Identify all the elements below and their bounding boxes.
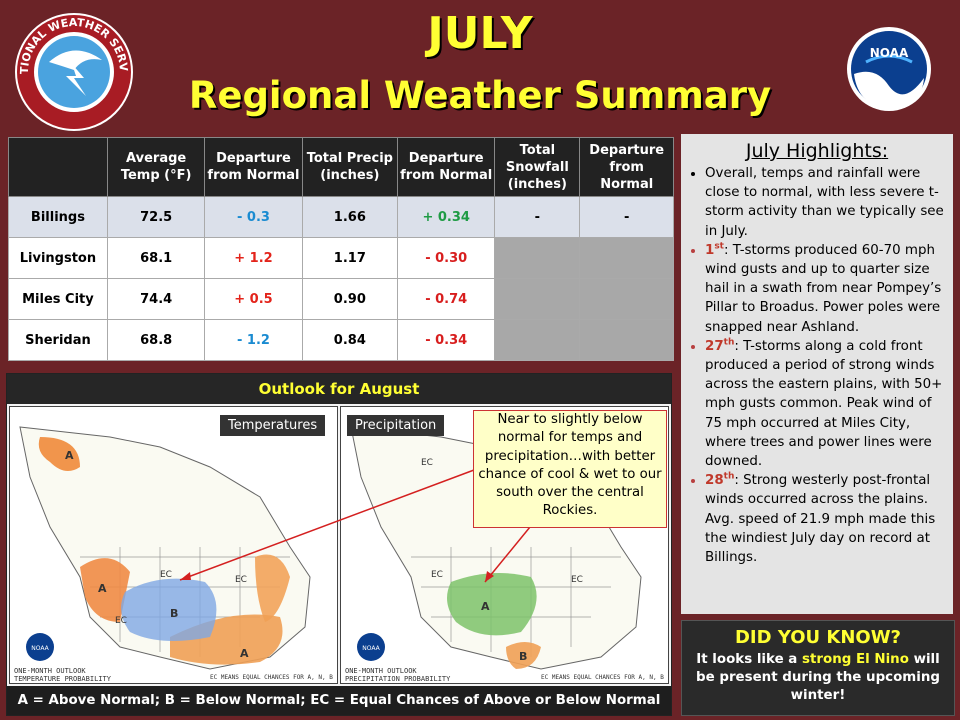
table-header	[8, 137, 108, 197]
city-cell: Billings	[8, 196, 108, 238]
table-header: Departure from Normal	[204, 137, 303, 197]
precipitation-label: Precipitation	[347, 415, 445, 436]
highlights-title-text: July Highlights	[745, 140, 882, 162]
table-header: Total Snowfall (inches)	[494, 137, 581, 197]
svg-text:EC: EC	[431, 570, 443, 580]
precip-cell: 1.17	[301, 237, 399, 279]
outlook-legend: A = Above Normal; B = Below Normal; EC =…	[7, 686, 671, 715]
outlook-title: Outlook for August	[7, 374, 671, 404]
highlight-text: : T-storms produced 60-70 mph wind gusts…	[705, 242, 942, 335]
noaa-logo-text: NOAA	[870, 46, 909, 60]
svg-text:EC: EC	[421, 458, 433, 468]
highlight-day: 28	[705, 473, 724, 489]
precip-cell: 1.66	[301, 196, 399, 238]
table-row: Livingston 68.1 + 1.2 1.17 - 0.30	[8, 237, 674, 279]
svg-text:A: A	[481, 600, 490, 613]
temperature-map-graphic: B A A A EC EC EC NOAA ONE-MONTH OUTLOOK …	[10, 407, 337, 683]
table-header: Average Temp (°F)	[106, 137, 206, 197]
precip-departure-cell: - 0.34	[397, 319, 496, 361]
page-title: JULY	[427, 8, 533, 59]
temp-departure-cell: + 0.5	[204, 278, 303, 320]
precip-map-caption-2: PRECIPITATION PROBABILITY	[345, 675, 451, 683]
precip-departure-cell: - 0.30	[397, 237, 496, 279]
svg-text:EC: EC	[115, 616, 127, 626]
precip-departure-cell: + 0.34	[397, 196, 496, 238]
temp-cell: 68.8	[106, 319, 206, 361]
highlight-item: Overall, temps and rainfall were close t…	[705, 164, 947, 241]
noaa-logo: NOAA	[846, 26, 932, 112]
temp-map-caption-2: TEMPERATURE PROBABILITY	[14, 675, 112, 683]
highlight-day-suffix: th	[723, 337, 735, 348]
highlight-text: : T-storms along a cold front produced a…	[705, 338, 943, 470]
snow-cell	[494, 319, 581, 361]
city-cell: Livingston	[8, 237, 108, 279]
precip-cell: 0.90	[301, 278, 399, 320]
snow-departure-cell: -	[579, 196, 674, 238]
precip-departure-cell: - 0.74	[397, 278, 496, 320]
table-header: Departure from Normal	[397, 137, 496, 197]
svg-text:A: A	[98, 582, 107, 595]
temp-cell: 72.5	[106, 196, 206, 238]
precip-cell: 0.84	[301, 319, 399, 361]
temp-map-credit: EC MEANS EQUAL CHANCES FOR A, N, B	[210, 674, 333, 681]
table-row: Billings 72.5 - 0.3 1.66 + 0.34 - -	[8, 196, 674, 238]
page-subtitle: Regional Weather Summary	[188, 74, 772, 117]
temp-map-caption-1: ONE-MONTH OUTLOOK	[14, 667, 86, 675]
highlights-title-colon: :	[881, 140, 889, 162]
temp-departure-cell: - 0.3	[204, 196, 303, 238]
highlight-item: 1st: T-storms produced 60-70 mph wind gu…	[705, 241, 947, 337]
temp-departure-cell: + 1.2	[204, 237, 303, 279]
highlights-list: Overall, temps and rainfall were close t…	[681, 164, 953, 567]
precip-map-credit: EC MEANS EQUAL CHANCES FOR A, N, B	[541, 674, 664, 681]
precip-map-caption-1: ONE-MONTH OUTLOOK	[345, 667, 417, 675]
did-you-know-box: DID YOU KNOW? It looks like a strong El …	[681, 620, 955, 716]
highlights-panel: July Highlights: Overall, temps and rain…	[681, 134, 953, 614]
outlook-callout: Near to slightly below normal for temps …	[473, 410, 667, 528]
did-you-know-post: will be present during the upcoming wint…	[696, 652, 940, 703]
temperatures-label: Temperatures	[220, 415, 326, 436]
table-header-row: Average Temp (°F) Departure from Normal …	[8, 137, 674, 197]
city-cell: Sheridan	[8, 319, 108, 361]
climate-table: Average Temp (°F) Departure from Normal …	[8, 137, 674, 361]
table-row: Sheridan 68.8 - 1.2 0.84 - 0.34	[8, 319, 674, 361]
highlights-title: July Highlights:	[681, 140, 953, 162]
snow-departure-cell	[579, 319, 674, 361]
did-you-know-text: It looks like a strong El Nino will be p…	[682, 651, 954, 705]
snow-departure-cell	[579, 237, 674, 279]
highlight-item: 27th: T-storms along a cold front produc…	[705, 337, 947, 471]
highlight-day: 1	[705, 242, 715, 258]
city-cell: Miles City	[8, 278, 108, 320]
precip-map-noaa: NOAA	[362, 645, 380, 652]
temp-cell: 74.4	[106, 278, 206, 320]
temperature-outlook-map: B A A A EC EC EC NOAA ONE-MONTH OUTLOOK …	[9, 406, 338, 684]
snow-cell	[494, 278, 581, 320]
snow-cell	[494, 237, 581, 279]
nws-logo: NATIONAL WEATHER SERVICE	[9, 2, 134, 132]
svg-text:B: B	[170, 607, 178, 620]
svg-text:EC: EC	[571, 575, 583, 585]
svg-text:EC: EC	[235, 575, 247, 585]
snow-cell: -	[494, 196, 581, 238]
table-header: Departure from Normal	[579, 137, 674, 197]
temp-cell: 68.1	[106, 237, 206, 279]
svg-text:EC: EC	[160, 570, 172, 580]
svg-text:A: A	[65, 449, 74, 462]
highlight-text: : Strong westerly post-frontal winds occ…	[705, 473, 936, 566]
svg-text:A: A	[240, 647, 249, 660]
highlight-day: 27	[705, 338, 724, 354]
highlight-day-suffix: st	[714, 241, 724, 252]
did-you-know-title: DID YOU KNOW?	[734, 627, 902, 648]
did-you-know-highlight: strong El Nino	[802, 652, 909, 667]
temp-departure-cell: - 1.2	[204, 319, 303, 361]
highlight-day-suffix: th	[723, 471, 735, 482]
highlight-text: Overall, temps and rainfall were close t…	[705, 166, 944, 239]
svg-text:B: B	[519, 650, 527, 663]
did-you-know-pre: It looks like a	[696, 652, 803, 667]
temp-map-noaa: NOAA	[31, 645, 49, 652]
highlight-item: 28th: Strong westerly post-frontal winds…	[705, 471, 947, 567]
snow-departure-cell	[579, 278, 674, 320]
table-row: Miles City 74.4 + 0.5 0.90 - 0.74	[8, 278, 674, 320]
table-header: Total Precip (inches)	[301, 137, 399, 197]
